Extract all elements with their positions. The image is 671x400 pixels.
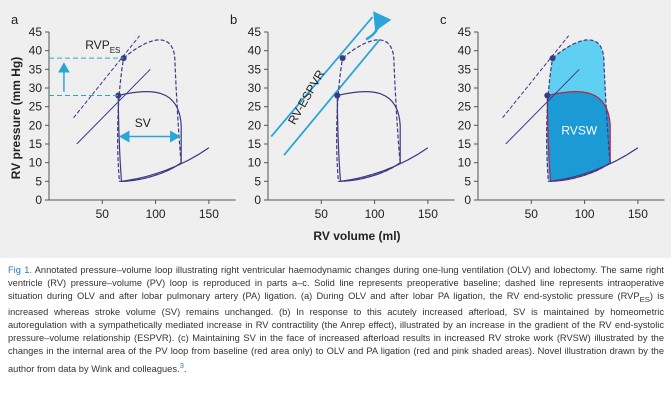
x-tick-label: 150: [199, 207, 219, 221]
y-tick-label: 20: [29, 118, 43, 132]
caption: Fig 1. Annotated pressure–volume loop il…: [8, 264, 664, 376]
espvr-line: [270, 16, 374, 138]
loop-intraop: [117, 39, 182, 182]
y-tick-label: 40: [458, 44, 472, 58]
y-tick-label: 45: [458, 25, 472, 39]
y-tick-label: 15: [29, 137, 43, 151]
y-tick-label: 0: [464, 193, 471, 207]
y-tick-label: 5: [35, 174, 42, 188]
y-tick-label: 40: [29, 44, 43, 58]
x-tick-label: 150: [628, 207, 648, 221]
panel-label: a: [11, 12, 19, 27]
y-tick-label: 30: [458, 81, 472, 95]
y-tick-label: 15: [248, 137, 262, 151]
loop-intraop: [546, 39, 611, 182]
rvsw-annotation: RVSW: [561, 124, 597, 138]
panel-label: c: [440, 12, 447, 27]
espvr-line: [505, 68, 580, 145]
es-point: [544, 92, 551, 99]
y-tick-label: 25: [248, 100, 262, 114]
es-point: [334, 92, 341, 99]
y-tick-label: 0: [254, 193, 261, 207]
edpvr: [121, 147, 210, 182]
y-axis-label: RV pressure (mm Hg): [9, 57, 23, 179]
caption-label: Fig 1.: [8, 265, 32, 275]
x-tick-label: 50: [525, 207, 539, 221]
y-tick-label: 0: [35, 193, 42, 207]
rvp-subscript: ES: [110, 46, 121, 55]
y-tick-label: 35: [29, 62, 43, 76]
espvr-line-dashed: [73, 35, 140, 119]
y-tick-label: 25: [29, 100, 43, 114]
caption-text: .: [183, 363, 187, 374]
y-tick-label: 30: [29, 81, 43, 95]
x-tick-label: 150: [418, 207, 438, 221]
caption-sub: ES: [639, 295, 650, 305]
rvp-text: RVP: [85, 38, 109, 52]
y-tick-label: 10: [29, 156, 43, 170]
rotation-arrow: [365, 11, 392, 41]
y-tick-label: 25: [458, 100, 472, 114]
y-tick-label: 40: [248, 44, 262, 58]
sv-annotation: SV: [135, 116, 151, 130]
figure: RV pressure (mm Hg) RV volume (ml) a 0 5 10…: [0, 0, 671, 258]
caption-text: Annotated pressure–volume loop illustrat…: [8, 265, 664, 302]
x-tick-label: 100: [365, 207, 385, 221]
es-point: [549, 55, 556, 62]
edpvr: [550, 147, 639, 182]
espvr-line-dashed: [502, 35, 569, 119]
x-axis-label: RV volume (ml): [313, 229, 400, 243]
y-tick-label: 30: [248, 81, 262, 95]
es-point: [115, 92, 122, 99]
y-tick-label: 15: [458, 137, 472, 151]
es-point: [339, 55, 346, 62]
espvr-line: [283, 38, 381, 156]
y-tick-label: 20: [248, 118, 262, 132]
y-tick-label: 5: [464, 174, 471, 188]
y-tick-label: 5: [254, 174, 261, 188]
rvp-annotation: RVPES: [85, 38, 120, 55]
loop-intraop: [336, 39, 401, 182]
caption-ref[interactable]: 3: [179, 360, 184, 370]
y-tick-label: 10: [248, 156, 262, 170]
y-tick-label: 45: [248, 25, 262, 39]
edpvr: [340, 147, 429, 182]
panel-label: b: [230, 12, 237, 27]
y-tick-label: 35: [458, 62, 472, 76]
x-tick-label: 50: [96, 207, 110, 221]
y-tick-label: 20: [458, 118, 472, 132]
y-tick-label: 45: [29, 25, 43, 39]
x-tick-label: 100: [146, 207, 166, 221]
y-tick-label: 35: [248, 62, 262, 76]
caption-text: ) is increased whereas stroke volume (SV…: [8, 291, 664, 374]
y-tick-label: 10: [458, 156, 472, 170]
espvr-line: [76, 68, 151, 145]
x-tick-label: 100: [575, 207, 595, 221]
x-tick-label: 50: [315, 207, 329, 221]
